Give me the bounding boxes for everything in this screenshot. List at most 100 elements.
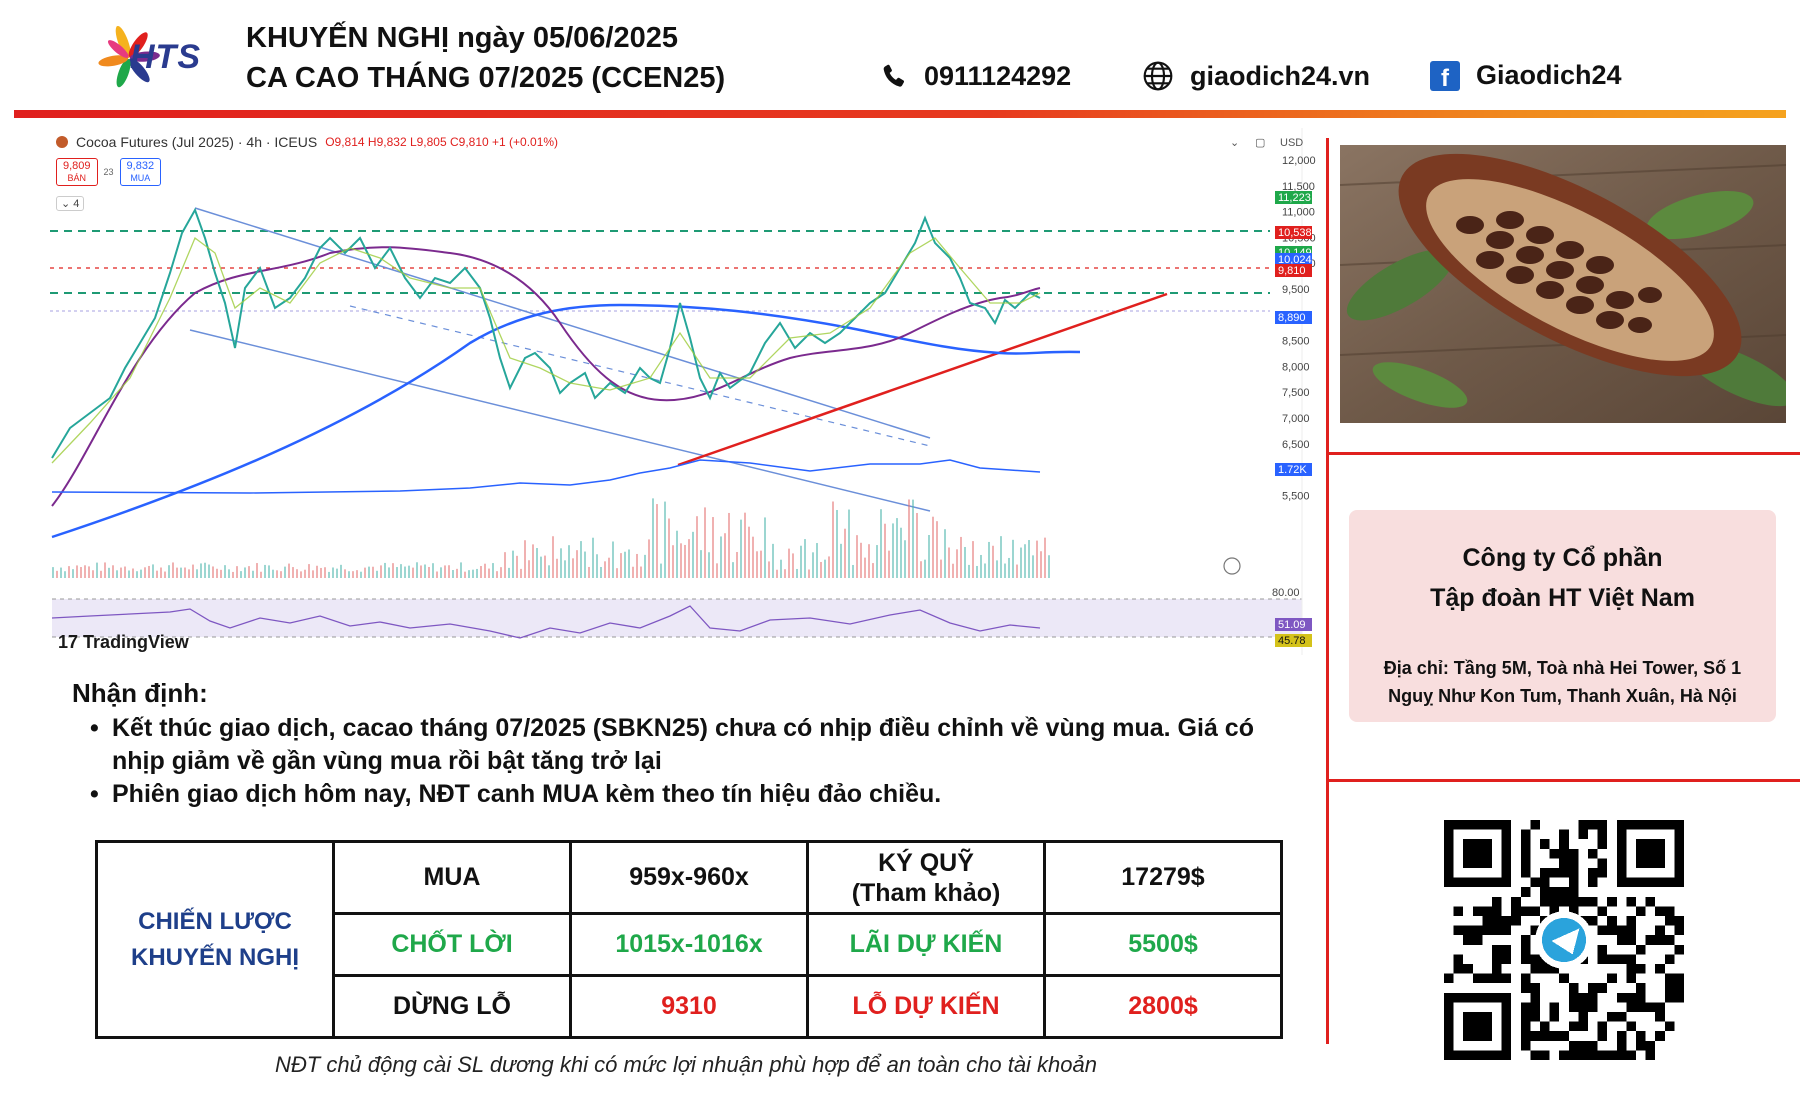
volume-bar xyxy=(464,571,466,578)
qr-module xyxy=(1655,906,1665,916)
qr-module xyxy=(1559,848,1569,859)
volume-bar xyxy=(600,566,602,578)
qr-module xyxy=(1568,983,1579,993)
qr-module xyxy=(1520,944,1531,955)
stop-loss-label: DỪNG LỖ xyxy=(332,974,572,1039)
volume-bar xyxy=(940,559,942,578)
volume-bar xyxy=(624,551,626,578)
volume-bar xyxy=(972,541,974,578)
volume-bar xyxy=(552,536,554,578)
contact-phone[interactable]: 0911124292 xyxy=(880,60,1071,92)
price-tick-label: 5,500 xyxy=(1282,490,1310,502)
volume-bar xyxy=(524,540,526,578)
volume-bar xyxy=(400,564,402,578)
chart-ohlc: O9,814 H9,832 L9,805 C9,810 +1 (+0.01%) xyxy=(325,135,559,149)
volume-bar xyxy=(952,563,954,578)
volume-bar xyxy=(356,570,358,578)
volume-bar xyxy=(512,550,514,578)
volume-bar xyxy=(384,562,386,578)
volume-bar xyxy=(832,501,834,578)
price-marker: 10,538 xyxy=(1275,226,1312,239)
volume-bar xyxy=(720,536,722,578)
qr-module xyxy=(1588,868,1598,878)
qr-module xyxy=(1597,1021,1608,1032)
volume-bar xyxy=(912,499,914,578)
qr-module xyxy=(1588,877,1598,888)
contact-website[interactable]: giaodich24.vn xyxy=(1142,60,1370,92)
volume-bar xyxy=(1048,555,1050,578)
volume-bar xyxy=(448,565,450,578)
volume-bar xyxy=(160,567,162,578)
volume-bar xyxy=(244,567,246,578)
sell-price-box[interactable]: 9,809 BÁN xyxy=(56,158,98,186)
qr-module xyxy=(1482,916,1492,926)
qr-module xyxy=(1492,944,1502,955)
qr-module xyxy=(1540,877,1550,888)
volume-bar xyxy=(188,569,190,578)
qr-module xyxy=(1540,868,1550,878)
right-divider-bottom xyxy=(1328,779,1800,782)
volume-bar xyxy=(752,536,754,578)
qr-module xyxy=(1616,925,1627,936)
volume-bar xyxy=(456,568,458,578)
telegram-qr-code[interactable] xyxy=(1444,820,1684,1060)
volume-bar xyxy=(300,571,302,578)
indicator-toggle[interactable]: ⌄ 4 xyxy=(56,196,85,211)
volume-bar xyxy=(924,559,926,578)
volume-bar xyxy=(920,561,922,578)
qr-module xyxy=(1549,964,1560,974)
qr-module xyxy=(1645,1050,1656,1060)
qr-module xyxy=(1578,1002,1588,1012)
qr-module xyxy=(1501,944,1512,955)
price-marker: 9,810 xyxy=(1275,264,1312,277)
qr-module xyxy=(1530,820,1540,830)
qr-module xyxy=(1530,992,1540,1003)
buy-price-box[interactable]: 9,832 MUA xyxy=(119,158,162,186)
qr-module xyxy=(1568,887,1579,897)
volume-bar xyxy=(876,545,878,578)
volume-bar xyxy=(116,570,118,578)
qr-module xyxy=(1520,887,1531,897)
vertical-divider xyxy=(1326,138,1329,1044)
volume-bar xyxy=(964,546,966,578)
volume-bar xyxy=(344,569,346,578)
volume-bar xyxy=(240,571,242,578)
volume-bar xyxy=(680,543,682,578)
expected-loss-value: 2800$ xyxy=(1043,974,1283,1039)
qr-module xyxy=(1597,983,1608,993)
qr-module xyxy=(1463,925,1473,936)
qr-module xyxy=(1492,964,1502,974)
qr-module xyxy=(1511,916,1521,926)
qr-module xyxy=(1492,973,1502,984)
volume-bar xyxy=(660,563,662,578)
volume-bar xyxy=(668,518,670,578)
cocoa-pod-image xyxy=(1340,145,1786,423)
volume-bar xyxy=(1032,555,1034,578)
qr-module xyxy=(1597,944,1608,955)
volume-bar xyxy=(272,569,274,578)
volume-bar xyxy=(200,563,202,578)
volume-bar xyxy=(100,570,102,578)
volume-bar xyxy=(80,567,82,578)
volume-bar xyxy=(652,498,654,578)
globe-icon xyxy=(1143,61,1173,91)
volume-bar xyxy=(836,509,838,578)
contact-facebook[interactable]: f Giaodich24 xyxy=(1430,60,1622,91)
qr-module xyxy=(1540,887,1550,897)
volume-bar xyxy=(340,564,342,578)
qr-module xyxy=(1597,1050,1608,1060)
qr-module xyxy=(1501,925,1512,936)
qr-module xyxy=(1559,887,1569,897)
qr-module xyxy=(1607,1012,1617,1022)
volume-bar xyxy=(412,567,414,578)
volume-bar xyxy=(324,567,326,578)
volume-bar xyxy=(428,566,430,578)
qr-module xyxy=(1674,983,1684,993)
qr-module xyxy=(1568,1050,1579,1060)
volume-bar xyxy=(328,571,330,578)
svg-text:▢: ▢ xyxy=(1255,137,1265,149)
svg-text:45.78: 45.78 xyxy=(1278,635,1306,647)
volume-bar xyxy=(1024,544,1026,578)
qr-module xyxy=(1636,906,1646,916)
volume-bar xyxy=(248,566,250,578)
